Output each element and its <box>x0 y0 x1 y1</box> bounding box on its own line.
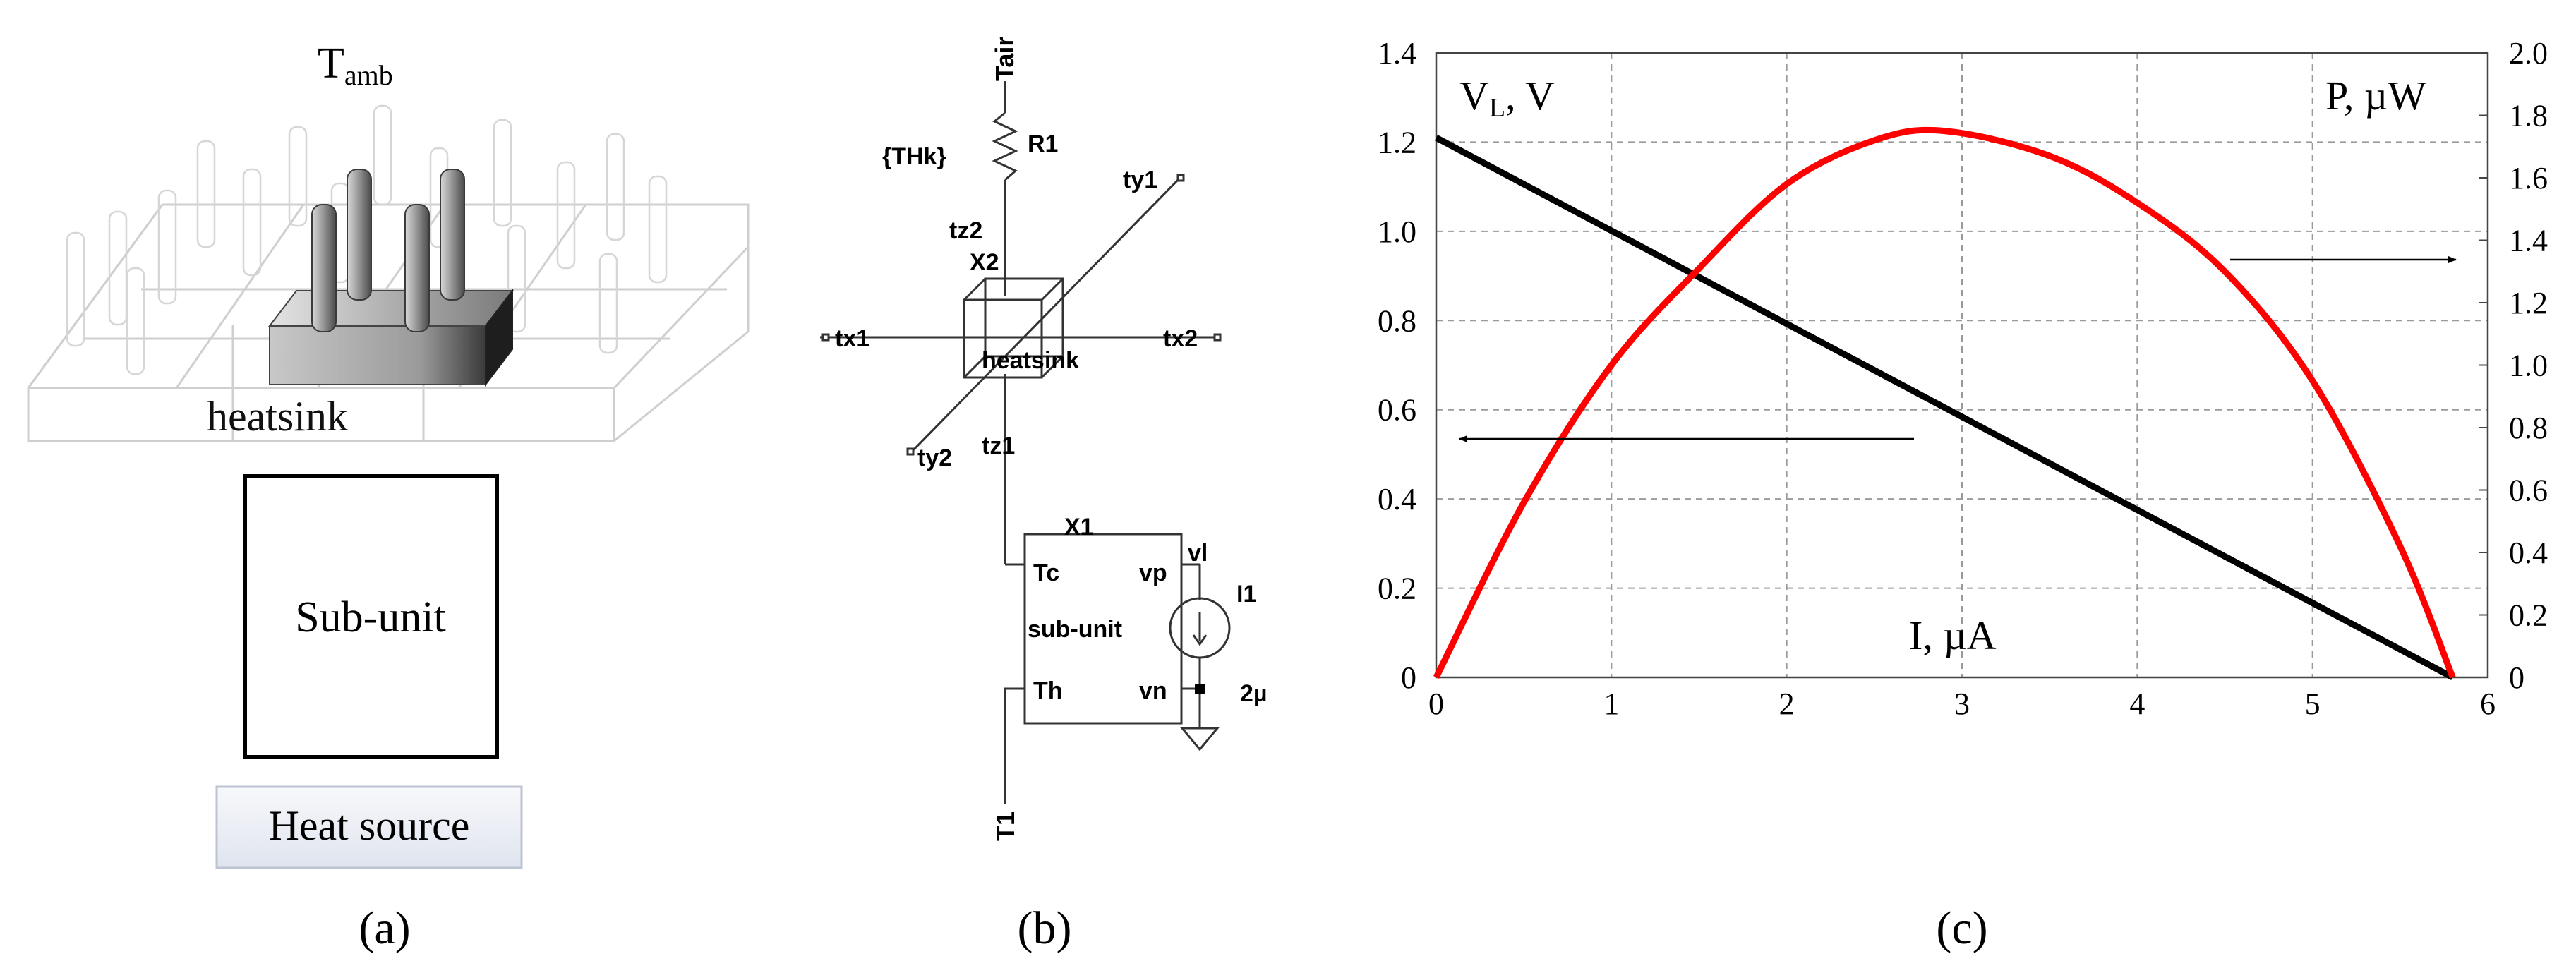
x-tick-label: 0 <box>1428 687 1444 721</box>
y2-tick-label: 1.2 <box>2509 286 2548 320</box>
instance-x2: X2 <box>970 249 999 276</box>
panel-b: Tair {THk} R1 tz2 X2 ty1 tx1 tx2 heatsin… <box>820 37 1268 954</box>
panel-c: 0 1 2 3 4 5 600.20.40.60.81.01.21.400.20.40.60… <box>1378 36 2548 954</box>
node-tx2: tx2 <box>1163 325 1198 352</box>
subunit-box <box>243 474 499 759</box>
x-axis-label: I, µA <box>1909 612 1997 658</box>
y2-tick-label: 0.6 <box>2509 473 2548 508</box>
pin-fins <box>311 169 465 332</box>
y2-tick-label: 1.6 <box>2509 161 2548 195</box>
x-tick-label: 2 <box>1779 687 1795 721</box>
caption-c: (c) <box>1936 902 1987 954</box>
ambient-temperature-label: Tamb <box>318 40 393 91</box>
y-tick-label: 0 <box>1401 660 1416 695</box>
x-tick-label: 4 <box>2129 687 2145 721</box>
heat-block-3d <box>267 169 514 387</box>
node-tz2: tz2 <box>949 217 982 244</box>
panel-a: Tamb heatsink Sub-unit Heat source (a) <box>27 40 750 954</box>
y-tick-label: 0.4 <box>1378 482 1416 516</box>
right-axis-label: P, µW <box>2325 73 2426 119</box>
y2-tick-label: 0.4 <box>2509 536 2548 570</box>
chart-gridlines <box>1436 53 2488 677</box>
y2-tick-label: 2.0 <box>2509 36 2548 71</box>
y2-tick-label: 0.8 <box>2509 411 2548 445</box>
y2-tick-label: 0 <box>2509 660 2524 695</box>
y-tick-label: 1.0 <box>1378 214 1416 249</box>
chart-series <box>1433 126 2456 680</box>
source-i1: I1 <box>1236 581 1256 608</box>
subunit-label: Sub-unit <box>295 593 446 641</box>
x-tick-label: 3 <box>1954 687 1970 721</box>
y2-tick-label: 1.4 <box>2509 224 2548 258</box>
caption-a: (a) <box>359 902 410 954</box>
x-tick-label: 5 <box>2305 687 2321 721</box>
pin-tc: Tc <box>1033 560 1059 586</box>
y-tick-label: 1.4 <box>1378 36 1416 71</box>
node-tz1: tz1 <box>982 433 1015 459</box>
power-curve <box>1433 126 2456 679</box>
heat-source-box <box>215 785 523 869</box>
pin-vp: vp <box>1139 560 1167 586</box>
heatsink-block-label: heatsink <box>982 347 1079 374</box>
y2-tick-label: 0.2 <box>2509 598 2548 633</box>
node-ty1: ty1 <box>1123 167 1157 193</box>
x-tick-label: 1 <box>1603 687 1619 721</box>
node-t1: T1 <box>991 811 1020 841</box>
subunit-block-label: sub-unit <box>1028 616 1122 643</box>
voltage-line <box>1434 135 2455 680</box>
source-value: 2µ <box>1240 680 1268 707</box>
pin-vn: vn <box>1139 677 1167 704</box>
caption-b: (b) <box>1018 902 1072 954</box>
heatsink-label: heatsink <box>207 393 348 440</box>
y-tick-label: 1.2 <box>1378 125 1416 159</box>
left-axis-label: VL, V <box>1459 73 1555 123</box>
node-dot <box>1195 684 1205 694</box>
heatsink-cube <box>963 277 1064 379</box>
net-vl: vl <box>1188 540 1208 567</box>
node-tair: Tair <box>990 37 1019 81</box>
resistor-r1: R1 <box>1028 131 1058 157</box>
param-thk: {THk} <box>882 143 946 170</box>
y-tick-label: 0.6 <box>1378 393 1416 428</box>
y2-tick-label: 1.0 <box>2509 349 2548 383</box>
heat-source-label: Heat source <box>269 802 470 849</box>
schematic-wires <box>820 81 1231 804</box>
x-tick-label: 6 <box>2480 687 2496 721</box>
y-tick-label: 0.2 <box>1378 572 1416 606</box>
pin-th: Th <box>1033 677 1063 704</box>
y2-tick-label: 1.8 <box>2509 99 2548 133</box>
heatsink-ghost-structure <box>27 104 750 442</box>
subunit-block <box>1023 533 1183 725</box>
node-tx1: tx1 <box>835 325 869 352</box>
chart-tick-labels: 0 1 2 3 4 5 600.20.40.60.81.01.21.400.20.40.60… <box>1378 36 2548 721</box>
instance-x1: X1 <box>1064 514 1094 540</box>
node-ty2: ty2 <box>917 445 952 471</box>
y-tick-label: 0.8 <box>1378 303 1416 338</box>
